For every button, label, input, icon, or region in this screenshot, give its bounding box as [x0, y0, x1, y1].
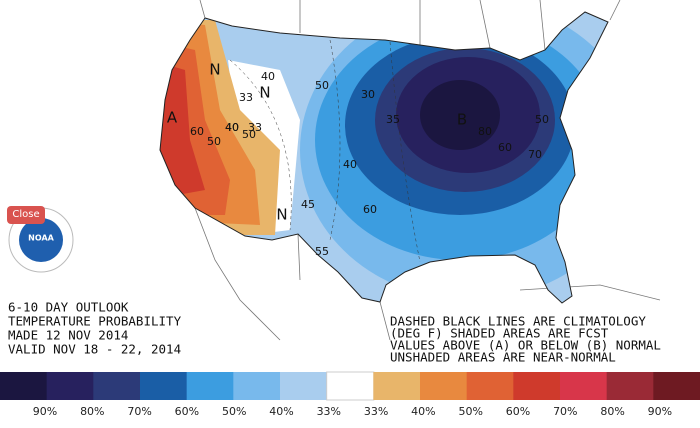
- outlook-title: 6-10 DAY OUTLOOK: [8, 300, 129, 315]
- map-label: 40: [261, 70, 275, 83]
- map-label: 60: [190, 125, 204, 138]
- note-line: (DEG F) SHADED AREAS ARE FCST: [390, 326, 609, 341]
- outlook-valid: VALID NOV 18 - 22, 2014: [8, 342, 181, 357]
- close-button[interactable]: Close: [7, 206, 45, 224]
- logo-text: NOAA: [28, 234, 54, 243]
- map-label: 60: [363, 203, 377, 216]
- legend-swatch: [46, 372, 94, 400]
- legend-label: 60%: [175, 405, 199, 418]
- legend-label: 90%: [33, 405, 57, 418]
- legend-swatch: [93, 372, 141, 400]
- us-outline: [159, 11, 609, 304]
- legend-label: 50%: [458, 405, 482, 418]
- map-label: 60: [498, 141, 512, 154]
- legend-normal-swatch: [326, 371, 375, 401]
- map-label: 50: [242, 128, 256, 141]
- legend-swatch: [513, 372, 561, 400]
- map-label: A: [167, 109, 178, 127]
- map-label: 55: [315, 245, 329, 258]
- legend-swatch: [140, 372, 188, 400]
- legend-label: 90%: [648, 405, 672, 418]
- legend-label: 70%: [553, 405, 577, 418]
- map-label: 35: [386, 113, 400, 126]
- map-label: N: [259, 84, 270, 102]
- forecast-shading: [160, 12, 608, 303]
- legend-label: 33%: [364, 405, 388, 418]
- map-label: 40: [225, 121, 239, 134]
- map-label: 30: [361, 88, 375, 101]
- legend-label: 80%: [600, 405, 624, 418]
- map-label: 50: [315, 79, 329, 92]
- legend: 90% 80% 70% 60% 50% 40% 33% 33% 40% 50% 60% 70% 80% 9…: [0, 371, 700, 418]
- note-line: UNSHADED AREAS ARE NEAR-NORMAL: [390, 350, 616, 365]
- legend-label: 50%: [222, 405, 246, 418]
- note-line: VALUES ABOVE (A) OR BELOW (B) NORMAL: [390, 338, 661, 353]
- map-label: N: [209, 61, 220, 79]
- legend-label: 40%: [269, 405, 293, 418]
- map-label: 70: [528, 148, 542, 161]
- legend-label: 40%: [411, 405, 435, 418]
- legend-label: 70%: [127, 405, 151, 418]
- legend-swatch: [653, 372, 700, 400]
- map-label: 45: [301, 198, 315, 211]
- background-lines: [194, 0, 661, 341]
- noaa-logo-inner: [19, 218, 63, 262]
- map-label: 40: [343, 158, 357, 171]
- outlook-title: TEMPERATURE PROBABILITY: [8, 314, 182, 329]
- map-label: N: [276, 206, 287, 224]
- legend-swatch: [606, 372, 654, 400]
- map-label: 33: [239, 91, 253, 104]
- legend-swatch: [373, 372, 421, 400]
- outlook-made: MADE 12 NOV 2014: [8, 328, 128, 343]
- legend-swatch: [0, 372, 48, 400]
- legend-swatch: [466, 372, 514, 400]
- legend-swatch: [186, 372, 234, 400]
- note-line: DASHED BLACK LINES ARE CLIMATOLOGY: [390, 314, 646, 329]
- legend-swatch: [233, 372, 281, 400]
- legend-label: 33%: [317, 405, 341, 418]
- map-label: B: [457, 111, 467, 129]
- legend-label: 80%: [80, 405, 104, 418]
- legend-swatch: [420, 372, 468, 400]
- map-label: 33: [248, 121, 262, 134]
- map-label: 80: [478, 125, 492, 138]
- map-label: 50: [207, 135, 221, 148]
- legend-label: 60%: [506, 405, 530, 418]
- map-label: 40: [225, 121, 239, 134]
- climatology-lines: [229, 39, 421, 263]
- map-label: 50: [535, 113, 549, 126]
- legend-swatch: [560, 372, 608, 400]
- legend-swatch: [280, 372, 328, 400]
